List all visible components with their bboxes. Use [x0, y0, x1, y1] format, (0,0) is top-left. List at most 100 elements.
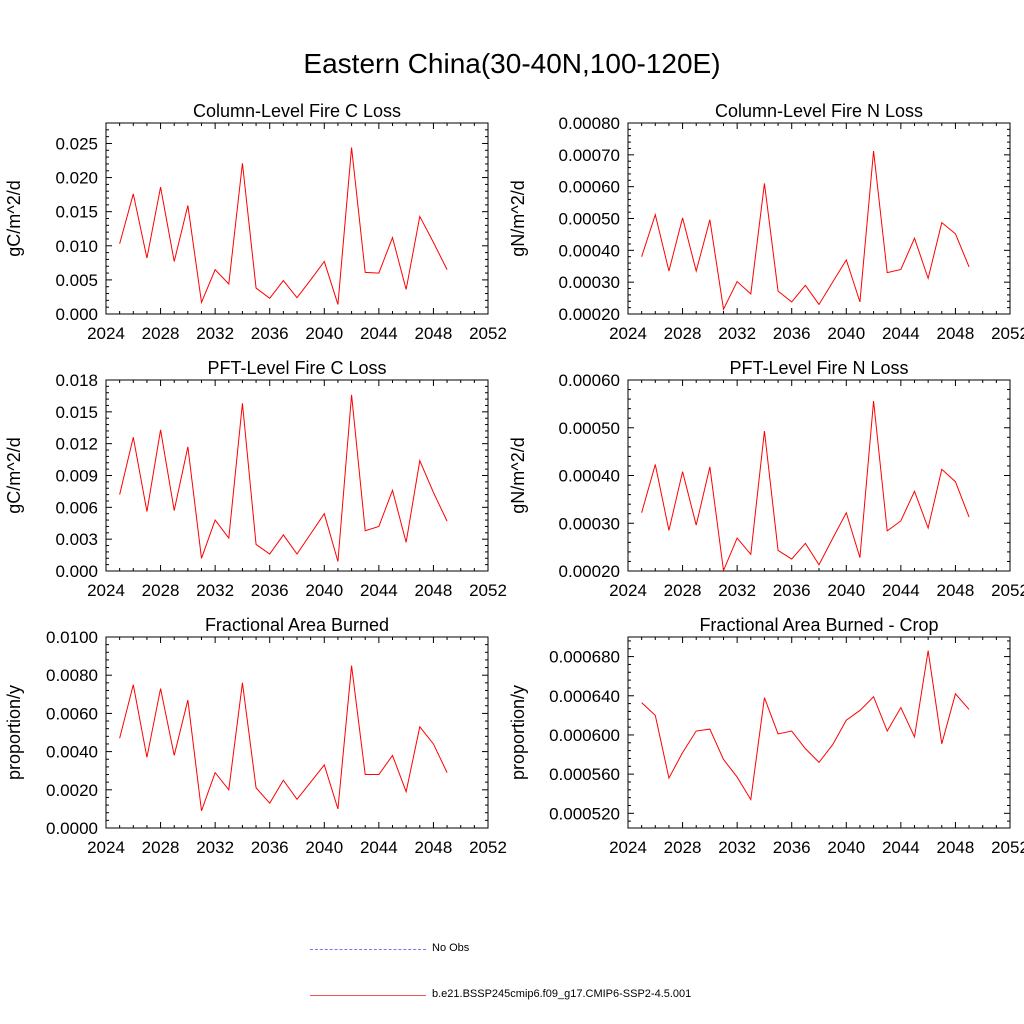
y-tick-label: 0.025	[55, 134, 98, 153]
y-tick-label: 0.00050	[559, 419, 620, 438]
x-tick-label: 2036	[251, 324, 289, 343]
chart-pft-fire-c-loss: PFT-Level Fire C Loss gC/m^2/d 2024 2028 203…	[4, 358, 507, 600]
series-line	[119, 394, 448, 562]
x-tick-label: 2040	[827, 581, 865, 600]
y-tick-label: 0.0100	[46, 628, 98, 647]
legend-entry-model: b.e21.BSSP245cmip6.f09_g17.CMIP6-SSP2-4.…	[310, 986, 810, 1006]
y-tick-label: 0.00040	[559, 467, 620, 486]
y-axis-label: gC/m^2/d	[4, 180, 24, 256]
panel-title: PFT-Level Fire N Loss	[729, 358, 908, 378]
panel-title: Fractional Area Burned	[205, 615, 389, 635]
figure-title: Eastern China(30-40N,100-120E)	[303, 48, 721, 79]
y-tick-label: 0.0000	[46, 819, 98, 838]
x-tick-label: 2040	[827, 324, 865, 343]
y-tick-label: 0.000520	[549, 804, 620, 823]
y-tick-label: 0.020	[55, 169, 98, 188]
x-tick-label: 2048	[415, 324, 453, 343]
y-tick-label: 0.000560	[549, 765, 620, 784]
x-tick-label: 2036	[773, 581, 811, 600]
legend-obs-swatch	[310, 949, 426, 950]
x-tick-label: 2024	[609, 838, 647, 857]
x-tick-label: 2048	[937, 324, 975, 343]
x-tick-label: 2052	[469, 581, 507, 600]
x-tick-label: 2044	[882, 324, 920, 343]
y-tick-label: 0.00030	[559, 273, 620, 292]
y-tick-label: 0.00060	[559, 178, 620, 197]
x-tick-label: 2024	[609, 324, 647, 343]
x-tick-label: 2048	[415, 581, 453, 600]
x-tick-label: 2036	[773, 838, 811, 857]
x-tick-label: 2048	[937, 581, 975, 600]
x-tick-label: 2024	[609, 581, 647, 600]
x-tick-label: 2052	[469, 838, 507, 857]
y-axis-label: proportion/y	[508, 685, 528, 780]
y-tick-label: 0.009	[55, 467, 98, 486]
x-tick-label: 2024	[87, 581, 125, 600]
plot-frame	[627, 122, 1011, 315]
x-tick-label: 2028	[142, 324, 180, 343]
plot-frame	[105, 379, 489, 572]
series-line	[119, 665, 448, 811]
x-tick-label: 2052	[991, 324, 1024, 343]
legend-model-label: b.e21.BSSP245cmip6.f09_g17.CMIP6-SSP2-4.…	[432, 988, 692, 1000]
x-tick-label: 2032	[718, 838, 756, 857]
y-tick-label: 0.005	[55, 271, 98, 290]
x-tick-label: 2044	[360, 838, 398, 857]
y-tick-label: 0.000	[55, 305, 98, 324]
x-tick-label: 2032	[196, 838, 234, 857]
y-tick-label: 0.00070	[559, 146, 620, 165]
y-tick-label: 0.00040	[559, 241, 620, 260]
y-tick-label: 0.0020	[46, 781, 98, 800]
y-tick-label: 0.00020	[559, 305, 620, 324]
x-tick-label: 2028	[142, 581, 180, 600]
x-tick-label: 2044	[882, 838, 920, 857]
x-tick-label: 2040	[827, 838, 865, 857]
panel-title: PFT-Level Fire C Loss	[207, 358, 386, 378]
y-tick-label: 0.00020	[559, 562, 620, 581]
x-tick-label: 2052	[991, 838, 1024, 857]
y-tick-label: 0.0080	[46, 666, 98, 685]
y-tick-label: 0.018	[55, 371, 98, 390]
x-tick-label: 2032	[196, 324, 234, 343]
panel-title: Fractional Area Burned - Crop	[699, 615, 938, 635]
y-tick-label: 0.00060	[559, 371, 620, 390]
series-line	[119, 147, 448, 305]
x-tick-label: 2032	[718, 581, 756, 600]
y-tick-label: 0.003	[55, 530, 98, 549]
y-axis-label: gN/m^2/d	[508, 437, 528, 513]
y-tick-label: 0.000680	[549, 648, 620, 667]
x-tick-label: 2052	[991, 581, 1024, 600]
x-tick-label: 2032	[196, 581, 234, 600]
y-axis-label: proportion/y	[4, 685, 24, 780]
panel-title: Column-Level Fire N Loss	[715, 101, 923, 121]
y-tick-label: 0.00030	[559, 514, 620, 533]
y-tick-label: 0.0040	[46, 743, 98, 762]
x-tick-label: 2032	[718, 324, 756, 343]
y-tick-label: 0.00050	[559, 210, 620, 229]
x-tick-label: 2028	[664, 838, 702, 857]
series-line	[641, 150, 970, 311]
legend-obs-label: No Obs	[432, 942, 470, 954]
x-tick-label: 2024	[87, 838, 125, 857]
x-tick-label: 2048	[937, 838, 975, 857]
x-tick-label: 2028	[664, 581, 702, 600]
y-tick-label: 0.015	[55, 403, 98, 422]
y-tick-label: 0.000	[55, 562, 98, 581]
x-tick-label: 2044	[882, 581, 920, 600]
y-tick-label: 0.015	[55, 203, 98, 222]
x-tick-label: 2036	[251, 838, 289, 857]
legend-entry-obs: No Obs	[310, 940, 810, 960]
y-tick-label: 0.010	[55, 237, 98, 256]
plot-frame	[627, 636, 1011, 829]
x-tick-label: 2052	[469, 324, 507, 343]
y-tick-label: 0.00080	[559, 114, 620, 133]
x-tick-label: 2028	[142, 838, 180, 857]
series-line	[641, 650, 970, 802]
x-tick-label: 2024	[87, 324, 125, 343]
y-tick-label: 0.006	[55, 498, 98, 517]
y-axis-label: gC/m^2/d	[4, 437, 24, 513]
x-tick-label: 2044	[360, 581, 398, 600]
x-tick-label: 2028	[664, 324, 702, 343]
chart-pft-fire-n-loss: PFT-Level Fire N Loss gN/m^2/d 2024 2028 203…	[508, 358, 1024, 600]
panel-title: Column-Level Fire C Loss	[193, 101, 401, 121]
